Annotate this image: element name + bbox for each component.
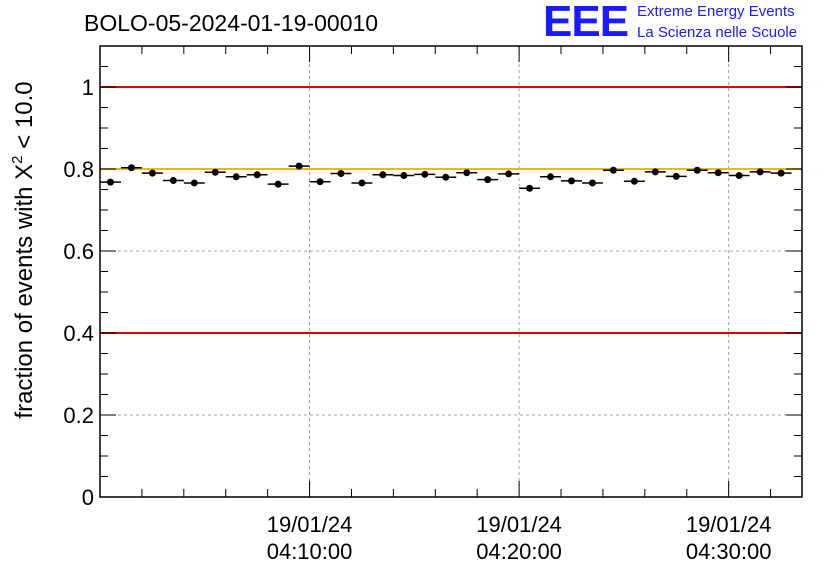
data-point bbox=[623, 177, 645, 185]
point-marker bbox=[463, 169, 471, 177]
x-tick-label-time: 04:10:00 bbox=[267, 539, 353, 564]
point-marker bbox=[609, 166, 617, 174]
data-point bbox=[120, 164, 142, 172]
point-marker bbox=[337, 170, 345, 178]
data-point bbox=[100, 178, 121, 186]
point-marker bbox=[400, 172, 408, 180]
point-marker bbox=[735, 172, 743, 180]
y-tick-labels: 0 0.2 0.4 0.6 0.8 1 bbox=[63, 75, 94, 510]
point-marker bbox=[714, 169, 722, 177]
point-marker bbox=[379, 171, 387, 179]
x-tick-label-date: 19/01/24 bbox=[686, 512, 772, 537]
x-tick-labels: 19/01/2404:10:0019/01/2404:20:0019/01/24… bbox=[267, 512, 772, 564]
eee-logo: EEE bbox=[543, 0, 629, 46]
data-point bbox=[707, 169, 729, 177]
data-point bbox=[540, 173, 562, 181]
y-tick-label: 0.8 bbox=[63, 157, 94, 182]
x-tick-label-date: 19/01/24 bbox=[476, 512, 562, 537]
reference-lines bbox=[100, 86, 802, 334]
point-marker bbox=[295, 162, 303, 170]
data-point bbox=[435, 173, 457, 181]
point-marker bbox=[777, 169, 785, 177]
data-point bbox=[372, 171, 394, 179]
x-tick-label-time: 04:30:00 bbox=[686, 539, 772, 564]
y-axis-label-main: fraction of events with X bbox=[11, 164, 38, 419]
logo-line-1: Extreme Energy Events bbox=[637, 3, 795, 20]
point-marker bbox=[588, 179, 596, 187]
y-tick-label: 0.4 bbox=[63, 321, 94, 346]
y-tick-label: 1 bbox=[82, 75, 94, 100]
data-point bbox=[770, 169, 792, 177]
point-marker bbox=[211, 168, 219, 176]
point-marker bbox=[442, 173, 450, 181]
point-marker bbox=[169, 176, 177, 184]
grid-lines bbox=[100, 46, 802, 497]
x-tick-label-date: 19/01/24 bbox=[267, 512, 353, 537]
data-point bbox=[749, 168, 771, 176]
data-point bbox=[498, 170, 520, 178]
data-point bbox=[225, 173, 247, 181]
point-marker bbox=[253, 171, 261, 179]
data-point bbox=[267, 180, 289, 188]
point-marker bbox=[693, 166, 701, 174]
data-point bbox=[309, 178, 331, 186]
point-marker bbox=[106, 178, 114, 186]
point-marker bbox=[421, 170, 429, 178]
axes bbox=[99, 45, 803, 498]
y-tick-label: 0 bbox=[82, 485, 94, 510]
plot-frame bbox=[99, 45, 803, 498]
point-marker bbox=[358, 179, 366, 187]
point-marker bbox=[505, 170, 513, 178]
point-marker bbox=[127, 164, 135, 172]
data-point bbox=[204, 168, 226, 176]
data-point bbox=[561, 177, 582, 185]
point-marker bbox=[672, 172, 680, 180]
data-point bbox=[456, 169, 478, 177]
y-axis-label: fraction of events with X2 < 10.0 bbox=[9, 81, 38, 418]
data-point bbox=[414, 170, 436, 178]
point-marker bbox=[484, 176, 492, 184]
data-point bbox=[330, 170, 352, 178]
point-marker bbox=[567, 177, 575, 185]
point-marker bbox=[630, 177, 638, 185]
data-point bbox=[246, 171, 268, 179]
data-point bbox=[519, 184, 541, 192]
data-point bbox=[351, 179, 373, 187]
x-tick-label-time: 04:20:00 bbox=[476, 539, 562, 564]
data-point bbox=[288, 162, 310, 170]
logo-line-2: La Scienza nelle Scuole bbox=[637, 24, 798, 41]
point-marker bbox=[190, 179, 198, 187]
y-axis-label-tail: < 10.0 bbox=[11, 81, 38, 155]
point-marker bbox=[547, 173, 555, 181]
point-marker bbox=[526, 184, 534, 192]
data-point bbox=[602, 166, 624, 174]
point-marker bbox=[651, 168, 659, 176]
data-point bbox=[393, 172, 415, 180]
data-point bbox=[644, 168, 666, 176]
point-marker bbox=[274, 180, 282, 188]
data-point bbox=[183, 179, 205, 187]
data-point bbox=[162, 176, 184, 184]
data-point bbox=[477, 176, 499, 184]
data-point bbox=[141, 169, 163, 177]
data-point bbox=[581, 179, 603, 187]
data-points bbox=[100, 162, 792, 192]
data-point bbox=[728, 172, 750, 180]
point-marker bbox=[756, 168, 764, 176]
point-marker bbox=[148, 169, 156, 177]
y-tick-label: 0.6 bbox=[63, 239, 94, 264]
point-marker bbox=[316, 178, 324, 186]
y-axis-label-sup: 2 bbox=[9, 155, 26, 163]
y-tick-label: 0.2 bbox=[63, 403, 94, 428]
data-point bbox=[665, 172, 687, 180]
point-marker bbox=[232, 173, 240, 181]
data-point bbox=[686, 166, 708, 174]
chart-title: BOLO-05-2024-01-19-00010 bbox=[84, 10, 379, 36]
